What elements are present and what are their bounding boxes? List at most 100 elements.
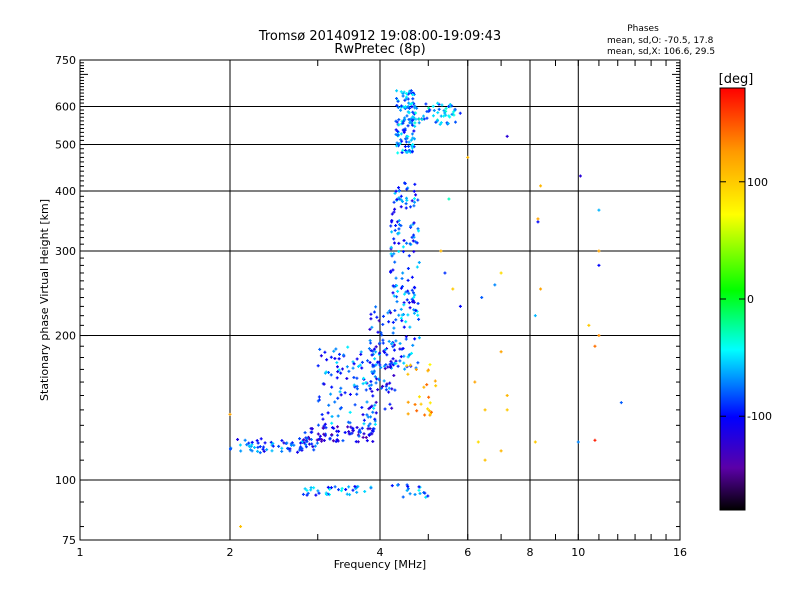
data-point: [432, 108, 436, 112]
data-point: [426, 369, 430, 373]
data-point: [396, 133, 400, 137]
data-point: [395, 96, 399, 100]
data-point: [417, 317, 421, 321]
data-point: [351, 488, 355, 492]
data-point: [305, 488, 309, 492]
data-point: [413, 337, 417, 341]
data-point: [417, 395, 421, 399]
data-point: [376, 330, 380, 334]
data-point: [389, 364, 393, 368]
data-point: [371, 349, 375, 353]
data-point: [383, 347, 387, 351]
data-point: [370, 389, 374, 393]
data-point: [410, 275, 414, 279]
data-point: [386, 311, 390, 315]
data-point: [393, 228, 397, 232]
data-point: [355, 490, 359, 494]
data-point: [381, 341, 385, 345]
data-point: [400, 285, 404, 289]
data-point: [369, 341, 373, 345]
data-point: [404, 206, 408, 210]
data-point: [344, 488, 348, 492]
data-point: [442, 109, 446, 113]
data-point: [348, 410, 352, 414]
data-point: [597, 208, 601, 212]
data-point: [376, 388, 380, 392]
data-point: [413, 121, 417, 125]
data-point: [258, 445, 262, 449]
data-point: [499, 449, 503, 453]
data-point: [418, 492, 422, 496]
data-point: [393, 361, 397, 365]
data-point: [326, 485, 330, 489]
data-point: [398, 197, 402, 201]
colorbar-tick-label: 0: [747, 293, 754, 306]
data-point: [407, 106, 411, 110]
data-point: [356, 364, 360, 368]
data-point: [395, 300, 399, 304]
data-point: [385, 353, 389, 357]
data-point: [386, 365, 390, 369]
data-point: [393, 343, 397, 347]
data-point: [367, 424, 371, 428]
data-point: [407, 111, 411, 115]
data-point: [332, 426, 336, 430]
data-point: [407, 301, 411, 305]
data-point: [380, 386, 384, 390]
data-point: [578, 174, 582, 178]
data-point: [412, 250, 416, 254]
data-point: [412, 189, 416, 193]
data-point: [318, 347, 322, 351]
data-point: [365, 439, 369, 443]
data-point: [256, 441, 260, 445]
data-point: [263, 441, 267, 445]
data-point: [391, 320, 395, 324]
data-point: [390, 341, 394, 345]
data-point: [390, 484, 394, 488]
data-point: [356, 440, 360, 444]
data-point: [480, 296, 484, 300]
data-point: [332, 349, 336, 353]
data-point: [397, 123, 401, 127]
data-point: [373, 357, 377, 361]
data-point: [539, 184, 543, 188]
data-point: [424, 102, 428, 106]
data-point: [431, 104, 435, 108]
data-point: [390, 212, 394, 216]
data-point: [428, 413, 432, 417]
data-point: [346, 345, 350, 349]
data-point: [409, 224, 413, 228]
data-point: [399, 194, 403, 198]
data-point: [348, 421, 352, 425]
data-point: [399, 307, 403, 311]
data-point: [401, 245, 405, 249]
data-point: [411, 93, 415, 97]
data-point: [368, 422, 372, 426]
data-point: [425, 383, 429, 387]
data-point: [392, 237, 396, 241]
data-point: [466, 155, 470, 159]
data-point: [404, 140, 408, 144]
data-point: [394, 119, 398, 123]
data-point: [394, 128, 398, 132]
data-point: [392, 294, 396, 298]
data-point: [360, 360, 364, 364]
data-point: [364, 381, 368, 385]
data-point: [397, 186, 401, 190]
data-point: [371, 372, 375, 376]
data-point: [387, 386, 391, 390]
data-point: [444, 113, 448, 117]
data-point: [412, 300, 416, 304]
data-point: [328, 487, 332, 491]
y-tick-label: 75: [62, 534, 76, 547]
data-point: [413, 293, 417, 297]
data-point: [453, 120, 457, 124]
data-point: [406, 289, 410, 293]
data-point: [238, 443, 242, 447]
data-point: [406, 313, 410, 317]
data-point: [439, 121, 443, 125]
data-point: [414, 240, 418, 244]
data-point: [368, 387, 372, 391]
data-point: [322, 382, 326, 386]
data-point: [434, 120, 438, 124]
